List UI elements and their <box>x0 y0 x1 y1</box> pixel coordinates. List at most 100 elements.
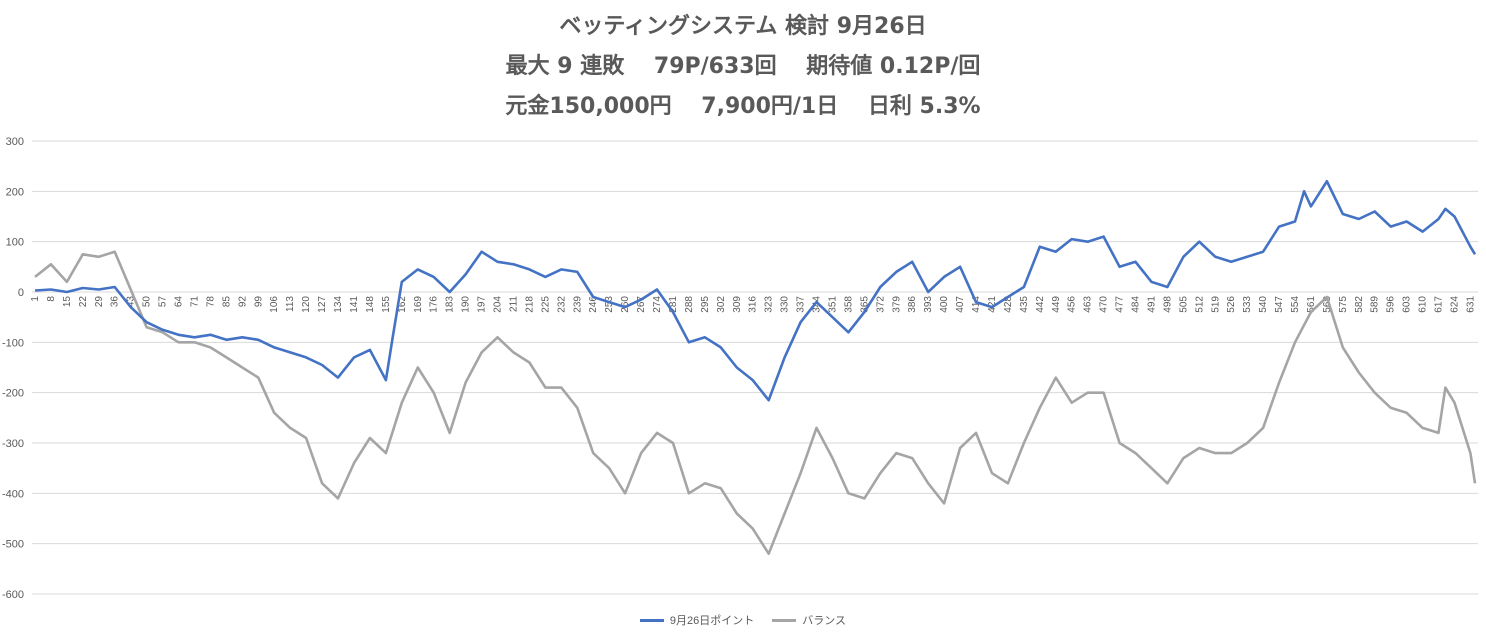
x-tick-label: 554 <box>1290 296 1301 313</box>
x-tick-label: 596 <box>1386 296 1397 313</box>
x-tick-label: 218 <box>524 296 535 313</box>
x-tick-label: 267 <box>636 296 647 313</box>
chart-title: ベッティングシステム 検討 9月26日 <box>559 14 927 39</box>
x-tick-label: 435 <box>1019 296 1030 313</box>
y-tick-label: -600 <box>2 589 24 601</box>
x-tick-label: 106 <box>269 296 280 313</box>
legend: 9月26日ポイント バランス <box>0 610 1486 630</box>
x-tick-label: 330 <box>780 296 791 313</box>
x-tick-label: 575 <box>1338 296 1349 313</box>
x-tick-label: 281 <box>668 296 679 313</box>
series-line-balance <box>34 250 1477 556</box>
x-tick-label: 547 <box>1274 296 1285 313</box>
x-tick-label: 386 <box>907 296 918 313</box>
y-tick-label: 0 <box>18 287 24 299</box>
x-tick-label: 393 <box>923 296 934 313</box>
legend-item-points: 9月26日ポイント <box>639 612 755 628</box>
x-tick-label: 400 <box>939 296 950 313</box>
x-tick-label: 505 <box>1178 296 1189 313</box>
x-tick-label: 610 <box>1418 296 1429 313</box>
x-tick-label: 498 <box>1162 296 1173 313</box>
y-tick-label: 200 <box>6 186 24 198</box>
legend-swatch-balance <box>772 618 797 622</box>
x-tick-label: 43 <box>126 296 137 308</box>
x-tick-label: 379 <box>891 296 902 313</box>
x-tick-label: 113 <box>285 296 296 312</box>
x-tick-label: 232 <box>556 296 567 313</box>
x-tick-label: 155 <box>381 296 392 313</box>
legend-item-balance: バランス <box>772 612 846 628</box>
x-tick-label: 141 <box>349 296 360 313</box>
x-tick-label: 120 <box>301 296 312 313</box>
x-tick-label: 57 <box>158 296 169 308</box>
legend-label-balance: バランス <box>802 615 847 627</box>
x-tick-label: 512 <box>1194 296 1205 313</box>
x-tick-label: 428 <box>1003 296 1014 313</box>
x-tick-label: 351 <box>827 296 838 313</box>
x-tick-label: 358 <box>843 296 854 313</box>
x-tick-label: 589 <box>1370 296 1381 313</box>
y-tick-label: -500 <box>2 539 24 551</box>
x-tick-label: 253 <box>604 296 615 313</box>
y-tick-label: -300 <box>2 438 24 450</box>
x-tick-label: 526 <box>1226 296 1237 313</box>
x-tick-label: 491 <box>1146 296 1157 313</box>
x-tick-label: 442 <box>1035 296 1046 313</box>
x-tick-label: 316 <box>748 296 759 313</box>
x-tick-label: 127 <box>317 296 328 313</box>
x-tick-label: 211 <box>508 296 519 312</box>
x-tick-label: 372 <box>875 296 886 313</box>
x-tick-label: 617 <box>1434 296 1445 313</box>
x-tick-label: 8 <box>46 296 57 302</box>
y-tick-label: -100 <box>2 337 24 349</box>
x-tick-label: 295 <box>700 296 711 313</box>
legend-label-points: 9月26日ポイント <box>669 615 755 627</box>
legend-swatch-points <box>639 618 664 622</box>
x-tick-label: 29 <box>94 296 105 308</box>
chart-subtitle-stats: 最大 9 連敗 79P/633回 期待値 0.12P/回 <box>505 54 981 79</box>
x-tick-label: 302 <box>716 296 727 313</box>
y-tick-label: 300 <box>6 136 24 148</box>
y-tick-label: -200 <box>2 388 24 400</box>
x-tick-label: 624 <box>1449 296 1460 313</box>
x-tick-label: 533 <box>1242 296 1253 313</box>
x-tick-label: 78 <box>205 296 216 308</box>
x-tick-label: 71 <box>189 296 200 308</box>
x-tick-label: 309 <box>732 296 743 313</box>
x-tick-label: 190 <box>461 296 472 313</box>
x-tick-label: 407 <box>955 296 966 313</box>
chart-subtitle-profit: 元金150,000円 7,900円/1日 日利 5.3% <box>505 94 981 119</box>
x-tick-label: 22 <box>78 296 89 308</box>
x-tick-label: 484 <box>1131 296 1142 313</box>
x-tick-label: 239 <box>572 296 583 313</box>
x-axis-ticks: 1 8 15 22 29 36 43 50 57 64 71 78 85 92 99 106 113 120 127… <box>30 296 1476 313</box>
y-tick-label: 100 <box>6 237 24 249</box>
x-tick-label: 260 <box>620 296 631 313</box>
x-tick-label: 50 <box>142 296 153 308</box>
x-tick-label: 92 <box>237 296 248 308</box>
series-lines <box>34 180 1477 556</box>
x-tick-label: 204 <box>493 296 504 313</box>
y-tick-label: -400 <box>2 488 24 500</box>
x-tick-label: 197 <box>477 296 488 313</box>
x-tick-label: 456 <box>1067 296 1078 313</box>
x-tick-label: 421 <box>987 296 998 313</box>
x-tick-label: 15 <box>62 296 73 308</box>
x-tick-label: 288 <box>684 296 695 313</box>
x-tick-label: 176 <box>429 296 440 313</box>
y-axis-ticks: 300 200 100 0 -100 -200 -300 -400 -500 -600 <box>2 136 24 601</box>
gridlines <box>32 140 1478 595</box>
x-tick-label: 477 <box>1115 296 1126 313</box>
x-tick-label: 337 <box>796 296 807 313</box>
x-tick-label: 99 <box>253 296 264 308</box>
x-tick-label: 85 <box>221 296 232 308</box>
x-tick-label: 631 <box>1465 296 1476 313</box>
x-tick-label: 540 <box>1258 296 1269 313</box>
x-tick-label: 470 <box>1099 296 1110 313</box>
x-tick-label: 568 <box>1322 296 1333 313</box>
x-tick-label: 323 <box>764 296 775 313</box>
x-tick-label: 1 <box>30 296 41 302</box>
x-tick-label: 582 <box>1354 296 1365 313</box>
x-tick-label: 561 <box>1306 296 1317 313</box>
